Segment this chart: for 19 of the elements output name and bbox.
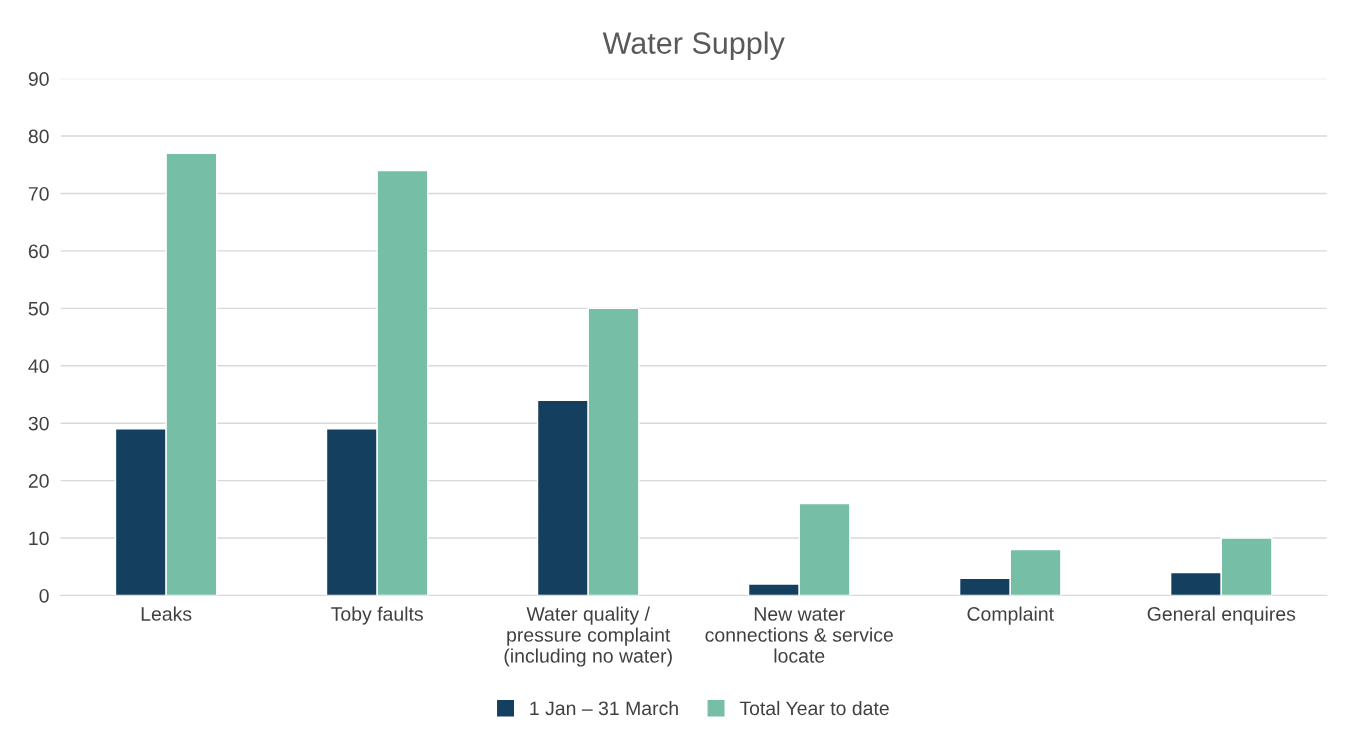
y-tick-label: 60: [28, 244, 49, 259]
y-tick-label: 10: [29, 531, 49, 546]
y-tick-label: 40: [28, 359, 49, 373]
y-tick-label: 80: [28, 129, 49, 144]
chart-title: Water Supply: [602, 31, 785, 60]
x-tick-label: New water connections & service locate: [705, 607, 893, 663]
x-tick-label: Complaint: [967, 606, 1054, 625]
x-tick-label: General enquires: [1147, 606, 1296, 625]
x-tick-label: Toby faults: [331, 606, 423, 625]
y-tick-label: 0: [39, 588, 49, 603]
legend-label: Total Year to date: [739, 700, 889, 716]
y-tick-label: 20: [28, 474, 49, 488]
legend-label: 1 Jan – 31 March: [530, 700, 678, 716]
y-tick-label: 90: [28, 72, 49, 86]
y-tick-label: 30: [28, 416, 49, 431]
y-tick-label: 70: [28, 186, 49, 201]
y-tick-label: 50: [28, 301, 49, 316]
x-tick-label: Water quality / pressure complaint (including no water): [504, 606, 672, 667]
x-tick-label: Leaks: [141, 606, 192, 621]
